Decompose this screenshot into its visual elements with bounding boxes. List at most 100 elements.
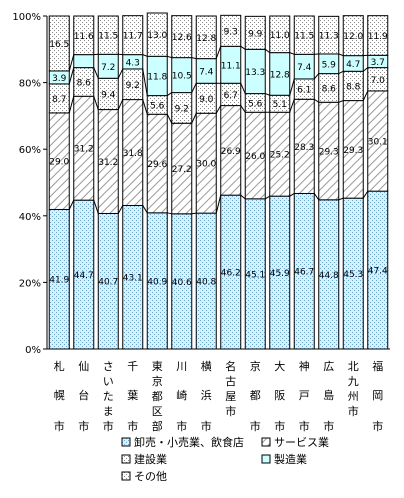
- series-connector-line: [69, 96, 74, 113]
- category-label: 仙台市: [78, 360, 89, 433]
- series-connector-line: [216, 106, 221, 114]
- y-tick-label: 80%: [19, 79, 41, 90]
- data-label: 9.0: [199, 95, 214, 105]
- data-label: 12.0: [343, 32, 363, 42]
- category-label: 札幌市: [54, 360, 65, 433]
- y-tick-label: 100%: [12, 12, 41, 23]
- series-connector-line: [339, 71, 344, 73]
- category-label: 大阪市: [274, 359, 285, 433]
- series-connector-line: [241, 195, 246, 199]
- data-label: 26.0: [245, 152, 265, 162]
- series-connector-line: [314, 74, 319, 79]
- data-label: 12.8: [270, 70, 290, 80]
- data-label: 13.0: [147, 31, 167, 41]
- data-label: 11.6: [74, 32, 94, 42]
- series-connector-line: [94, 200, 99, 213]
- series-connector-line: [143, 55, 148, 57]
- data-label: 31.8: [123, 149, 143, 159]
- data-label: 25.2: [270, 151, 290, 161]
- series-connector-line: [192, 58, 197, 59]
- data-label: 31.2: [74, 145, 94, 155]
- data-label: 29.3: [319, 148, 339, 158]
- series-connector-line: [339, 101, 344, 103]
- series-connector-line: [216, 195, 221, 213]
- data-label: 46.7: [294, 268, 314, 278]
- data-label: 9.3: [224, 27, 238, 37]
- data-label: 8.8: [346, 82, 361, 92]
- data-label: 11.9: [368, 32, 388, 42]
- x-axis-labels: 札幌市仙台市さいたま市千葉市東京都区部川崎市横浜市名古屋市京都市大阪市神戸市広島…: [54, 359, 384, 433]
- data-label: 8.6: [77, 78, 92, 88]
- legend-entry: サービス業: [274, 436, 329, 449]
- data-label: 31.2: [98, 158, 118, 168]
- data-label: 11.3: [319, 32, 339, 42]
- series-connector-line: [265, 94, 270, 96]
- legend-entry: その他: [134, 470, 167, 483]
- category-label: 名古屋市: [225, 359, 236, 418]
- category-label: 神戸市: [299, 359, 310, 433]
- data-label: 44.7: [74, 271, 94, 281]
- series-connector-line: [241, 46, 246, 49]
- series-connector-line: [339, 198, 344, 200]
- data-label: 16.5: [49, 40, 69, 50]
- series-connector-line: [339, 54, 344, 56]
- series-connector-line: [363, 191, 368, 198]
- series-connector-line: [314, 193, 319, 199]
- data-label: 11.1: [221, 61, 241, 71]
- data-label: 9.2: [175, 104, 189, 114]
- data-label: 29.3: [343, 146, 363, 156]
- data-label: 7.0: [371, 76, 386, 86]
- data-label: 4.3: [126, 58, 140, 68]
- data-label: 28.3: [294, 143, 314, 153]
- data-label: 6.7: [224, 91, 238, 101]
- data-label: 44.8: [319, 271, 339, 281]
- data-label: 11.7: [123, 32, 143, 42]
- series-connector-line: [192, 113, 197, 123]
- data-label: 40.8: [196, 278, 216, 288]
- legend-swatch: [122, 438, 130, 446]
- data-label: 5.6: [248, 99, 263, 109]
- series-connector-line: [216, 46, 221, 58]
- series-connector-line: [265, 49, 270, 52]
- data-label: 12.6: [172, 33, 192, 43]
- category-label: 東京都区部: [152, 360, 163, 433]
- data-label: 12.8: [196, 34, 216, 44]
- data-label: 5.6: [150, 101, 165, 111]
- data-label: 46.2: [221, 269, 241, 279]
- data-label: 9.4: [101, 90, 116, 100]
- data-label: 9.2: [126, 81, 140, 91]
- legend-swatch: [262, 438, 270, 446]
- series-connector-line: [241, 106, 246, 113]
- data-label: 3.7: [371, 58, 385, 68]
- data-label: 5.9: [322, 60, 337, 70]
- data-label: 47.4: [368, 267, 388, 277]
- bar-segment: [74, 55, 94, 68]
- legend-swatch: [122, 472, 130, 480]
- legend-swatch: [262, 455, 270, 463]
- data-label: 10.5: [172, 72, 192, 82]
- data-label: 26.9: [221, 147, 241, 157]
- data-label: 43.1: [123, 274, 143, 284]
- data-label: 45.3: [343, 270, 363, 280]
- series-connector-line: [363, 68, 368, 72]
- series-connector-line: [167, 93, 172, 96]
- data-label: 9.9: [248, 29, 263, 39]
- y-tick-label: 20%: [19, 278, 41, 289]
- y-tick-label: 40%: [19, 212, 41, 223]
- series-connector-line: [192, 83, 197, 92]
- category-label: 北九州市: [348, 360, 359, 418]
- data-label: 45.1: [245, 270, 265, 280]
- series-connector-line: [94, 68, 99, 79]
- legend-entry: 製造業: [274, 452, 307, 466]
- legend-swatch: [122, 455, 130, 463]
- data-label: 11.5: [98, 32, 118, 42]
- y-tick-label: 0%: [25, 345, 41, 356]
- data-label: 30.0: [196, 160, 216, 170]
- series-connector-line: [143, 100, 148, 115]
- series-connector-line: [290, 193, 295, 196]
- series-connector-line: [290, 53, 295, 55]
- plot-area: 41.929.08.73.916.544.731.28.611.640.731.…: [49, 13, 388, 349]
- y-tick-label: 60%: [19, 145, 41, 156]
- category-label: 福岡市: [372, 359, 383, 433]
